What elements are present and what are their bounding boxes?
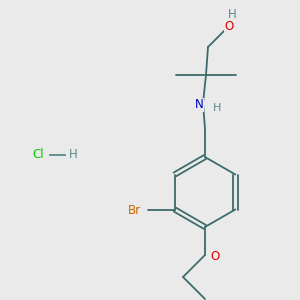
Text: H: H [69,148,77,161]
Text: O: O [224,20,234,32]
Text: O: O [210,250,220,262]
Text: H: H [213,103,221,113]
Text: Cl: Cl [32,148,44,161]
Text: Br: Br [128,204,141,217]
Text: H: H [228,8,236,22]
Text: N: N [195,98,203,112]
